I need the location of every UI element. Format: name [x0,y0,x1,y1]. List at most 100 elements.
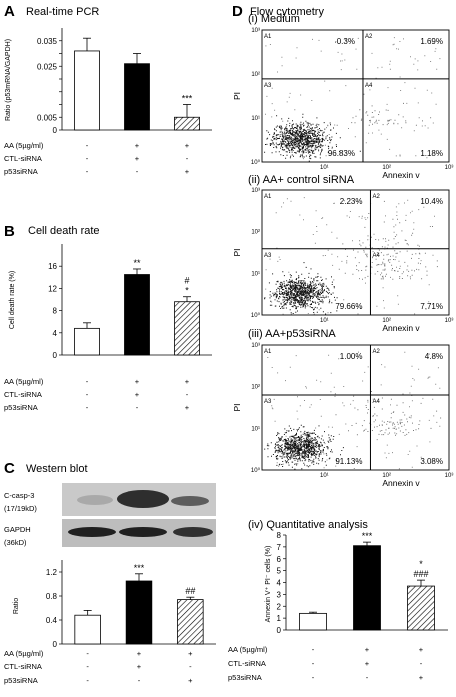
condition-sign: - [136,403,139,412]
quadrant-label-a3: A3 [264,253,272,259]
y-tick-label: 5 [277,567,282,576]
flow-event-dots [264,262,338,315]
y-axis-title: Cell death rate (%) [9,271,16,329]
quadrant-label-a2: A2 [365,34,373,40]
bar [74,50,100,131]
quadrant-a2-percent: 10.4% [420,197,443,206]
quadrant-label-a4: A4 [365,83,373,89]
y-tick-label: 1 [277,614,282,623]
condition-sign: + [137,649,142,658]
significance-label: *** [182,94,193,104]
y-tick-label: 7 [277,543,282,552]
flow-x-axis-title: Annexin v [382,170,420,180]
quadrant-a3-percent: 96.83% [328,149,355,158]
flow-plot-frame [261,29,450,163]
bar [407,585,435,631]
bar [353,545,381,631]
condition-row-label: AA (5µg/ml) [4,649,44,658]
y-tick-label: 12 [48,284,57,293]
condition-sign: + [135,154,140,163]
y-tick-label: 4 [53,329,58,338]
y-tick-label: 0.4 [46,616,58,625]
y-tick-label: 0 [53,640,58,649]
condition-sign: + [188,649,193,658]
panel-a-title: Real-time PCR [26,6,99,18]
condition-sign: - [86,377,89,386]
flow-y-tick-label: 10² [251,385,260,391]
condition-row-label: CTL-siRNA [228,659,266,668]
flow-y-tick-label: 10² [251,72,260,78]
panel-letter-d: D [232,3,243,20]
y-tick-label: 2 [277,602,282,611]
quadrant-a3-percent: 79.66% [335,302,362,311]
quadrant-label-a4: A4 [372,399,380,405]
condition-sign: - [86,390,89,399]
bar [124,63,150,131]
flow-y-tick-label: 10⁰ [251,159,261,166]
y-axis-title: Ratio (p53mRNA/GAPDH) [5,39,12,121]
condition-sign: + [419,673,424,682]
bar [174,116,200,131]
condition-sign: - [312,645,315,654]
y-tick-label: 4 [277,579,282,588]
significance-label: ## [185,586,195,596]
significance-label: # [184,276,189,286]
condition-sign: - [86,167,89,176]
condition-sign: + [419,645,424,654]
condition-sign: + [365,659,370,668]
western-ratio-bar-chart: 0 0.4 0.8 1.2 Ratio *** ## AA (5µg/ml) - + + CTL-si… [4,560,216,685]
bar [124,274,150,356]
bar [177,599,204,645]
y-tick-label: 0 [53,351,58,360]
flow-event-dots [335,397,442,436]
quadrant-label-a4: A4 [372,253,380,259]
quadrant-a3-percent: 91.13% [335,457,362,466]
flow-event-dots [265,37,441,160]
condition-row-label: AA (5µg/ml) [4,141,44,150]
quadrant-label-a2: A2 [372,194,380,200]
condition-sign: - [138,676,141,685]
flow-event-dots [264,424,344,470]
condition-sign: - [86,403,89,412]
flow-x-tick-label: 10¹ [320,318,329,324]
quadrant-a4-percent: 1.18% [420,149,443,158]
condition-row-label: CTL-siRNA [4,390,42,399]
flow-y-tick-label: 10⁰ [251,312,261,319]
quadrant-label-a3: A3 [264,83,272,89]
y-tick-label: 0.005 [37,113,58,122]
significance-label: ### [413,569,428,579]
y-tick-label: 8 [53,307,58,316]
blot-label-gapdh: GAPDH [4,525,31,534]
condition-sign: - [312,659,315,668]
flow-y-tick-label: 10¹ [251,271,260,277]
flow-y-tick-label: 10⁰ [251,467,261,474]
quadrant-a4-percent: 7.71% [420,302,443,311]
quadrant-a1-percent: 1.00% [340,352,363,361]
flow-y-axis-title: PI [232,92,242,100]
flow-x-tick-label: 10³ [445,165,454,171]
condition-sign: - [86,662,89,671]
condition-sign: - [186,390,189,399]
flow-plot-title: (ii) AA+ control siRNA [248,174,355,186]
y-tick-label: 0.035 [37,37,58,46]
quadrant-a4-percent: 3.08% [420,457,443,466]
y-tick-label: 0.025 [37,62,58,71]
flow-y-tick-label: 10¹ [251,426,260,432]
condition-sign: + [135,141,140,150]
bar [74,327,100,356]
flow-x-tick-label: 10¹ [320,473,329,479]
flow-y-tick-label: 10³ [251,28,260,34]
y-tick-label: 0 [277,626,282,635]
condition-sign: - [186,154,189,163]
condition-sign: - [420,659,423,668]
condition-sign: - [86,154,89,163]
condition-sign: - [86,141,89,150]
flow-x-tick-label: 10² [382,165,391,171]
condition-row-label: p53siRNA [4,403,38,412]
flow-x-tick-label: 10² [382,473,391,479]
flow-y-tick-label: 10³ [251,343,260,349]
panel-letter-c: C [4,460,15,477]
flow-event-dots [264,113,361,162]
panel-letter-a: A [4,3,15,20]
